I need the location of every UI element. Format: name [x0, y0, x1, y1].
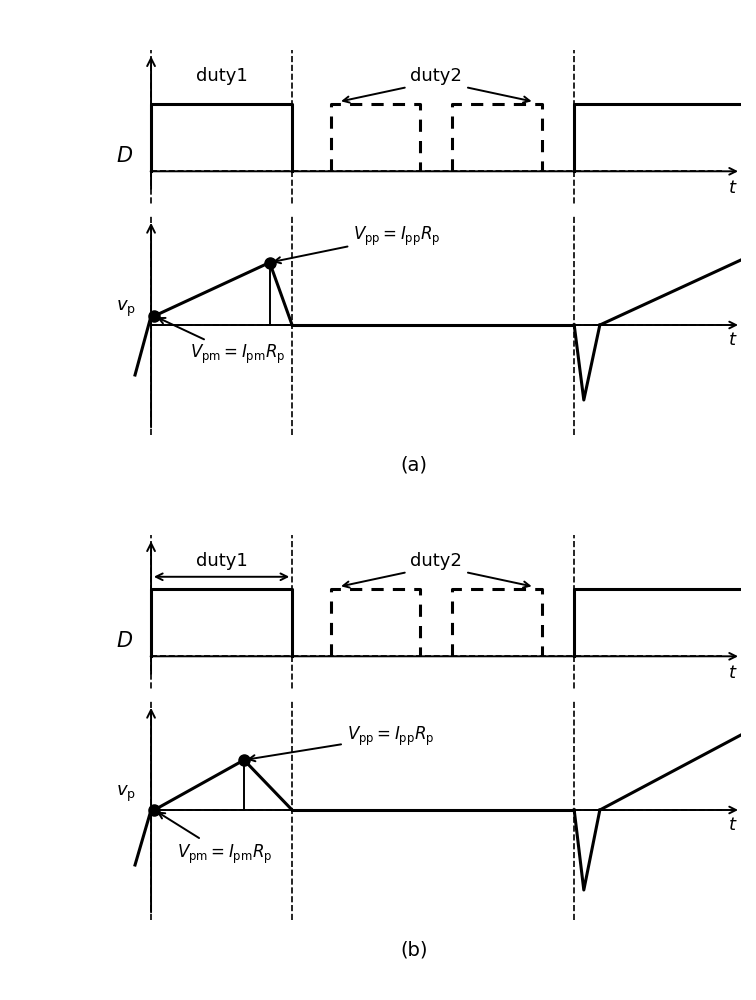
Text: $V_{\rm pm}=I_{\rm pm}R_{\rm p}$: $V_{\rm pm}=I_{\rm pm}R_{\rm p}$ — [159, 813, 272, 865]
Text: $t$: $t$ — [728, 179, 738, 197]
Text: duty2: duty2 — [411, 552, 462, 570]
Text: (b): (b) — [400, 940, 428, 960]
Text: $D$: $D$ — [116, 631, 133, 651]
Text: duty1: duty1 — [196, 552, 247, 570]
Text: $V_{\rm pp}=I_{\rm pp}R_{\rm p}$: $V_{\rm pp}=I_{\rm pp}R_{\rm p}$ — [274, 225, 441, 263]
Text: $t$: $t$ — [728, 664, 738, 682]
Text: (a): (a) — [401, 456, 427, 475]
Text: $D$: $D$ — [116, 146, 133, 166]
Text: $t$: $t$ — [728, 331, 738, 349]
Text: $v_{\rm p}$: $v_{\rm p}$ — [116, 784, 136, 804]
Text: duty2: duty2 — [411, 67, 462, 85]
Text: $t$: $t$ — [728, 816, 738, 834]
Text: $V_{\rm pp}=I_{\rm pp}R_{\rm p}$: $V_{\rm pp}=I_{\rm pp}R_{\rm p}$ — [249, 725, 434, 761]
Text: $v_{\rm p}$: $v_{\rm p}$ — [116, 299, 136, 319]
Text: $V_{\rm pm}=I_{\rm pm}R_{\rm p}$: $V_{\rm pm}=I_{\rm pm}R_{\rm p}$ — [159, 318, 285, 366]
Text: duty1: duty1 — [196, 67, 247, 85]
